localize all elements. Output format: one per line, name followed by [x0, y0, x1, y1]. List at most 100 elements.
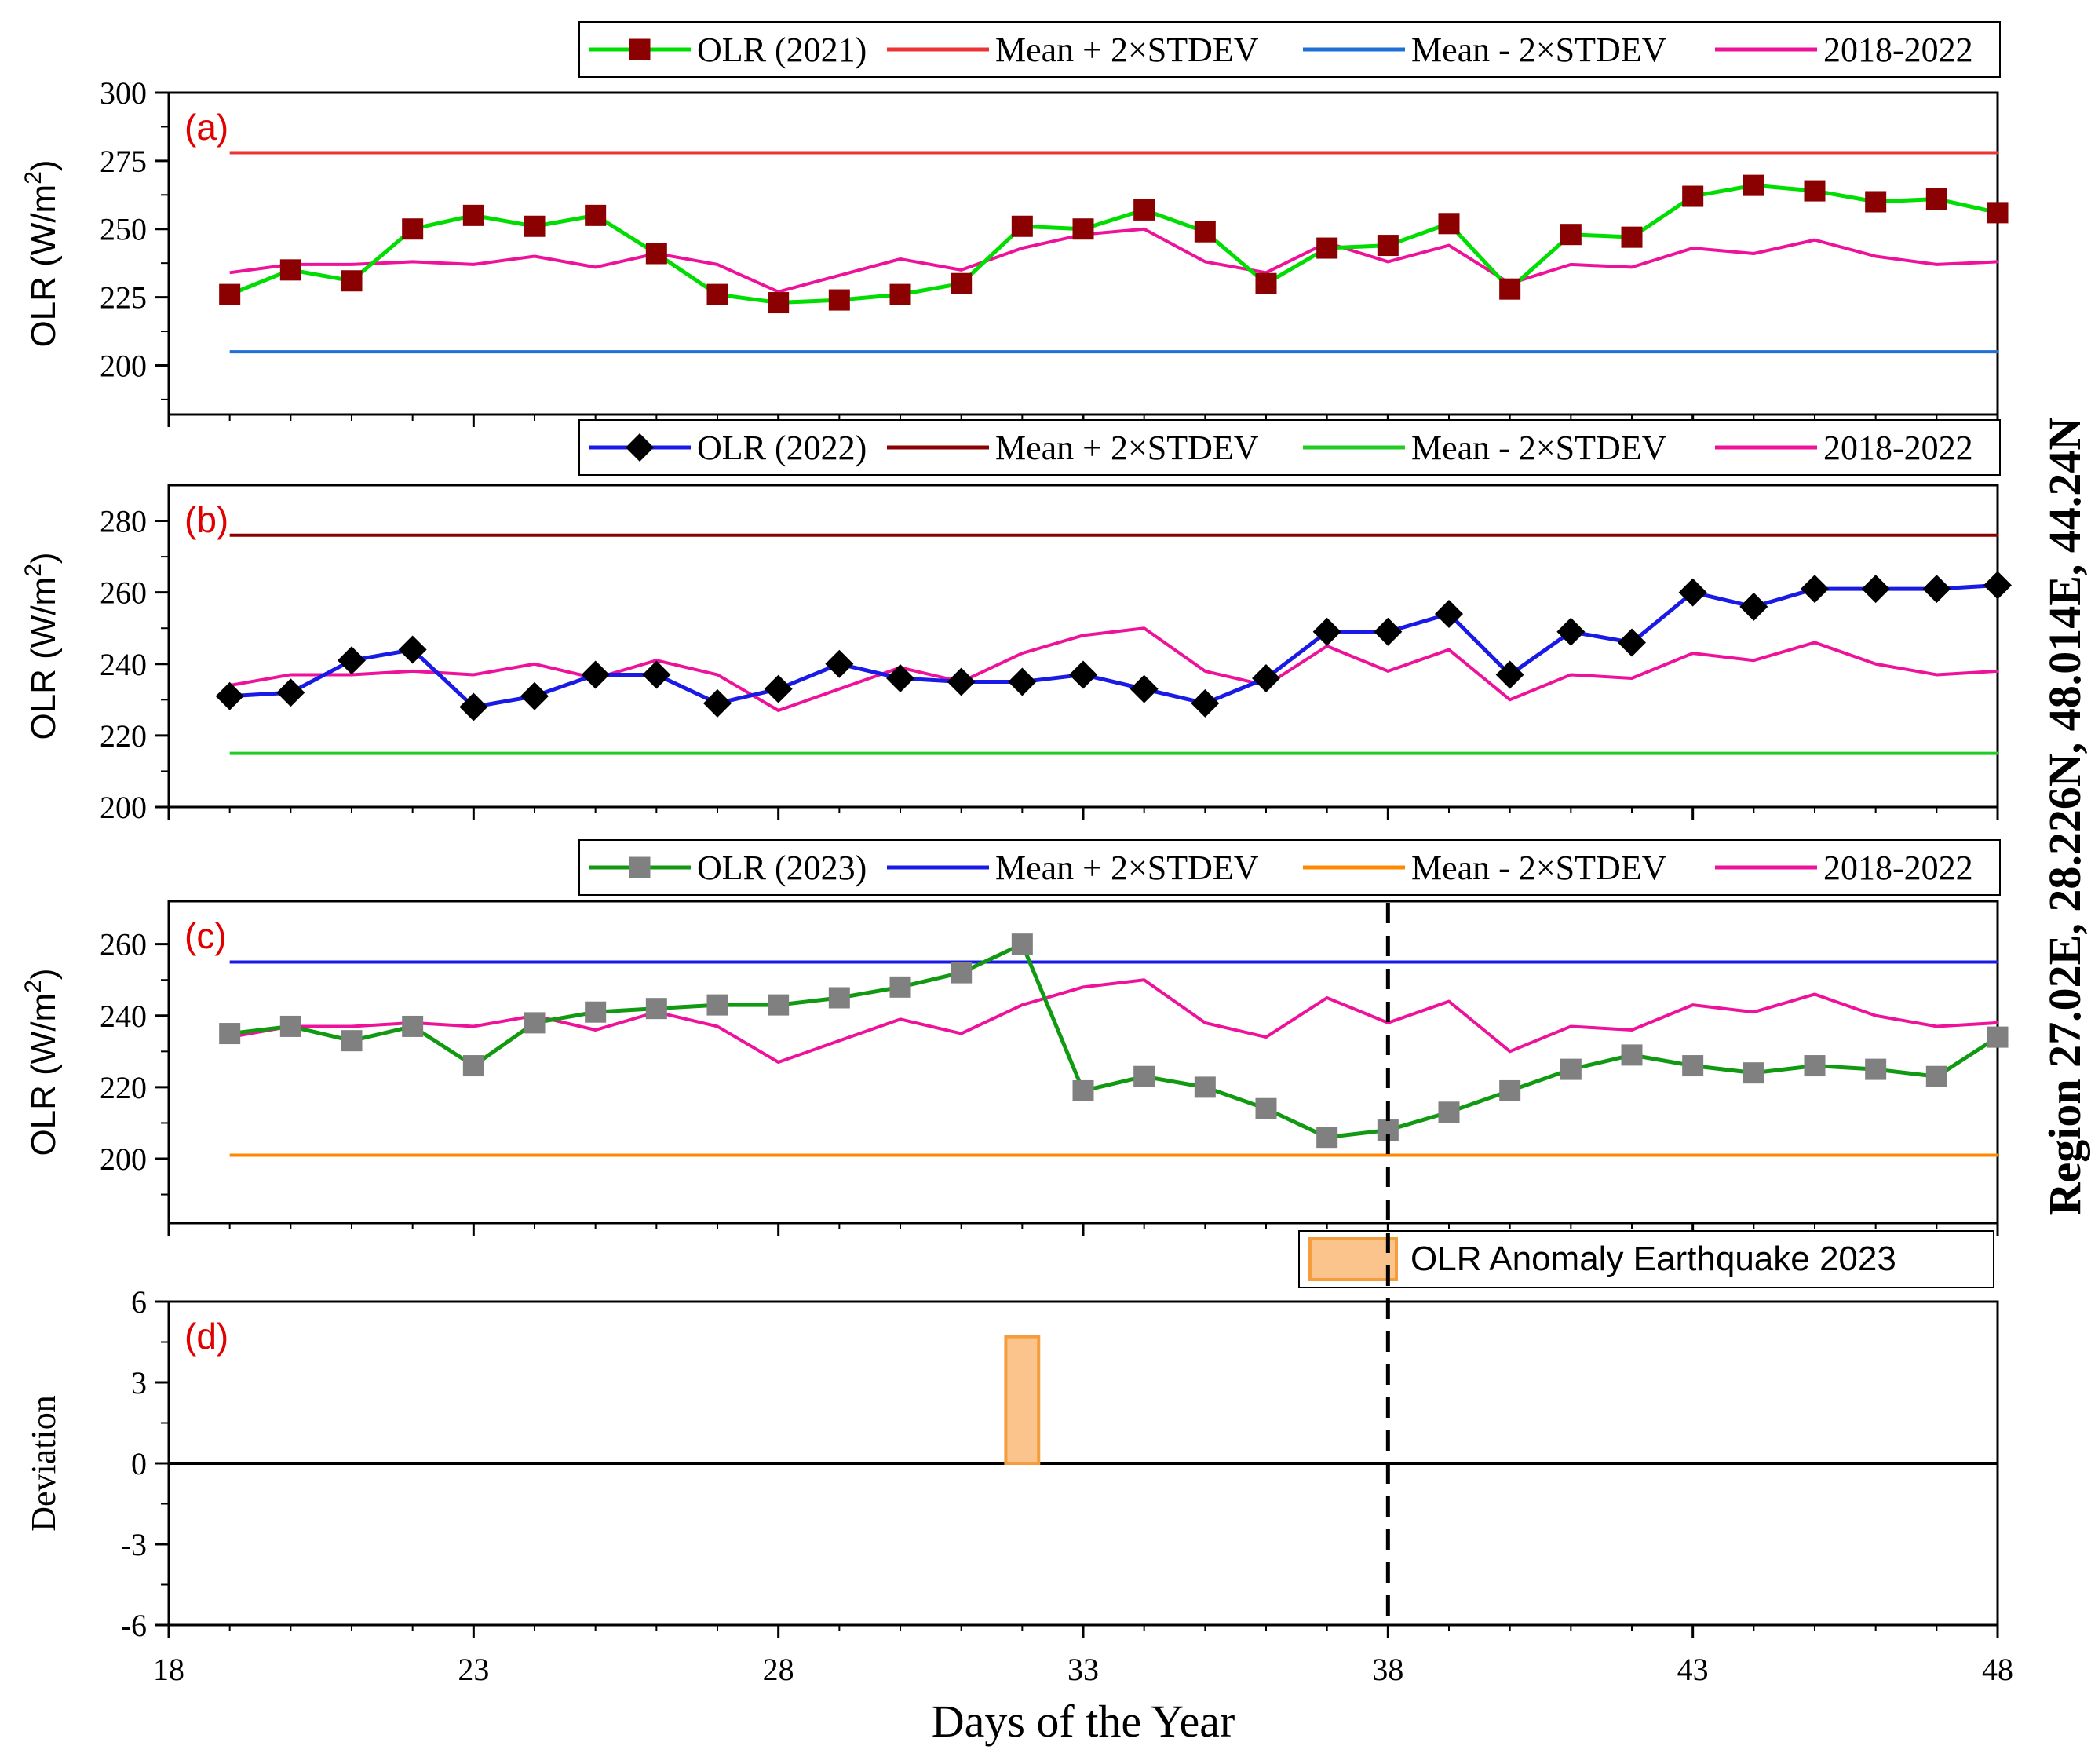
- y-axis-label: OLR (W/m2): [20, 552, 63, 740]
- y-tick-label: 200: [100, 348, 147, 383]
- data-point: [1865, 191, 1887, 213]
- data-point: [520, 681, 549, 710]
- data-point: [1742, 174, 1764, 196]
- data-point: [1621, 1044, 1643, 1066]
- data-point: [398, 635, 427, 664]
- data-point: [459, 692, 488, 721]
- y-tick-label: 0: [131, 1446, 147, 1481]
- series-group: [228, 151, 1998, 354]
- legend-label: 2018-2022: [1823, 849, 1973, 887]
- data-point: [1194, 221, 1216, 243]
- data-point: [279, 259, 301, 281]
- legend-marker: [629, 856, 651, 878]
- data-point: [645, 998, 667, 1020]
- data-point: [524, 215, 546, 237]
- data-point: [1255, 1097, 1277, 1119]
- data-point: [1072, 1079, 1094, 1101]
- data-point: [402, 1015, 424, 1037]
- data-point: [1374, 617, 1403, 646]
- series-line-2018-2022: [229, 626, 1998, 712]
- legend: OLR Anomaly Earthquake 2023: [1298, 1230, 1994, 1288]
- data-point: [1983, 571, 2012, 600]
- data-point: [1742, 1062, 1764, 1084]
- data-point: [1621, 226, 1643, 248]
- legend-box: [1298, 1230, 1994, 1288]
- data-point: [462, 1055, 484, 1077]
- data-point: [338, 646, 366, 675]
- legend-marker: [629, 38, 651, 60]
- legend-label: OLR (2022): [697, 429, 867, 467]
- region-label: Region 27.02E, 28.226N, 48.014E, 44.24N: [2039, 418, 2090, 1216]
- series-line-olr: [229, 583, 1998, 709]
- data-point: [1129, 674, 1159, 703]
- y-axis-label-sup: 2: [20, 980, 46, 993]
- data-point: [1072, 218, 1094, 240]
- data-point: [1804, 1055, 1826, 1077]
- data-point: [1438, 213, 1460, 235]
- data-point: [462, 204, 484, 226]
- data-point: [1438, 1101, 1460, 1123]
- data-point: [1133, 199, 1155, 221]
- legend: OLR (2022) Mean + 2×STDEV Mean - 2×STDEV 20…: [578, 419, 2001, 476]
- data-point: [1133, 1065, 1155, 1087]
- x-tick-label: 33: [1067, 1652, 1099, 1687]
- data-point: [1560, 1058, 1582, 1080]
- y-tick-label: 220: [100, 1070, 147, 1105]
- data-point: [1252, 664, 1280, 692]
- data-point: [951, 962, 973, 984]
- data-point: [828, 987, 850, 1009]
- y-tick-label: 260: [100, 575, 147, 611]
- panel-b: (b) 200 220 240 260 280 OLR (W/m2) OLR (2022) Me…: [20, 419, 2012, 825]
- legend-swatch: [1308, 1237, 1398, 1281]
- data-point: [764, 674, 793, 703]
- data-point: [1556, 617, 1586, 646]
- series-line-olr: [229, 942, 1998, 1140]
- y-tick-label: 200: [100, 790, 147, 825]
- x-axis-label: Days of the Year: [932, 1696, 1235, 1747]
- data-point: [1861, 575, 1890, 604]
- x-tick-label: 43: [1677, 1652, 1709, 1687]
- panel-label: (a): [184, 107, 228, 148]
- y-tick-label: 200: [100, 1141, 147, 1177]
- data-point: [1499, 1079, 1521, 1101]
- data-point: [828, 289, 850, 311]
- y-axis-label-text: OLR (W/m: [24, 184, 63, 348]
- y-tick-label: 280: [100, 504, 147, 539]
- data-point: [279, 1015, 301, 1037]
- data-point: [1495, 660, 1524, 689]
- panel-d: (d) -6 -3 0 3 6 Deviation OLR Anomaly Earthquak…: [24, 1230, 1999, 1643]
- data-point: [889, 283, 911, 305]
- x-tick-label: 38: [1372, 1652, 1403, 1687]
- y-axis-label-close: ): [24, 159, 63, 171]
- legend: OLR (2021) Mean + 2×STDEV Mean - 2×STDEV 20…: [578, 21, 2001, 78]
- data-point: [524, 1012, 546, 1034]
- legend-label: OLR Anomaly Earthquake 2023: [1410, 1240, 1896, 1278]
- plot-frame: [167, 91, 1999, 416]
- data-point: [1191, 688, 1220, 718]
- panel-a: (a) 200 225 250 275 300 OLR (W/m2) OLR (2021) Me…: [20, 21, 2009, 427]
- data-point: [886, 664, 914, 692]
- y-axis-label: Deviation: [24, 1395, 63, 1532]
- data-point: [1316, 237, 1338, 259]
- y-axis-label-close: ): [24, 968, 63, 980]
- legend-label: 2018-2022: [1823, 429, 1973, 467]
- y-tick-label: 240: [100, 647, 147, 682]
- data-point: [1804, 180, 1826, 202]
- legend-label: Mean - 2×STDEV: [1411, 849, 1667, 887]
- data-point: [706, 283, 728, 305]
- data-point: [1499, 278, 1521, 300]
- data-point: [1678, 578, 1707, 607]
- data-point: [1008, 667, 1037, 696]
- data-point: [1618, 628, 1646, 657]
- legend-label: OLR (2023): [697, 849, 867, 887]
- y-tick-label: 3: [131, 1365, 147, 1401]
- data-point: [1682, 1055, 1704, 1077]
- series-line-2018-2022: [229, 227, 1998, 294]
- y-tick-label: 275: [100, 144, 147, 179]
- legend-label: OLR (2021): [697, 31, 867, 69]
- y-axis-label: OLR (W/m2): [20, 159, 63, 347]
- y-axis-label-close: ): [24, 552, 63, 564]
- y-axis-label: OLR (W/m2): [20, 968, 63, 1156]
- data-point: [642, 660, 671, 689]
